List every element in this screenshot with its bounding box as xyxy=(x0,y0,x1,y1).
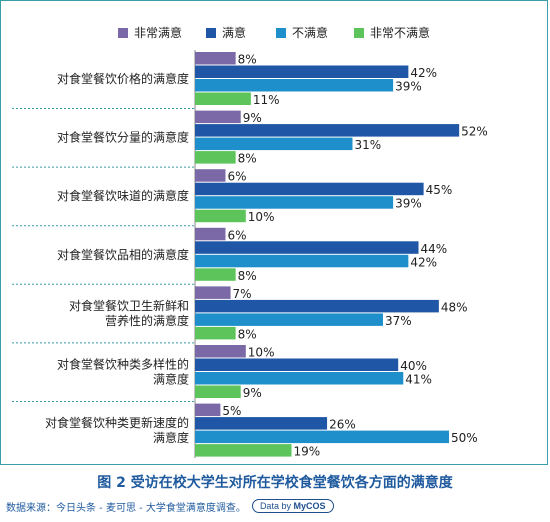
bar xyxy=(195,358,399,371)
category-label: 对食堂餐饮价格的满意度 xyxy=(57,71,189,86)
category-label: 对食堂餐饮品相的满意度 xyxy=(57,247,189,262)
bar xyxy=(195,372,404,385)
data-label: 6% xyxy=(227,228,246,242)
bar xyxy=(195,403,221,417)
bar xyxy=(195,92,251,105)
data-label: 44% xyxy=(421,242,448,256)
bar xyxy=(195,196,394,209)
data-label: 9% xyxy=(243,111,262,125)
brand-prefix: Data by xyxy=(259,501,291,511)
bar xyxy=(195,286,231,299)
category-label: 对食堂餐饮种类多样性的 xyxy=(57,357,189,372)
data-label: 10% xyxy=(248,210,275,224)
data-label: 8% xyxy=(238,269,257,283)
bar xyxy=(195,151,236,164)
legend-swatch xyxy=(118,28,128,38)
data-label: 45% xyxy=(426,183,453,197)
data-label: 42% xyxy=(410,66,437,80)
data-label: 39% xyxy=(395,197,422,211)
satisfaction-bar-chart: 非常满意 满意 不满意 非常不满意对食堂餐饮价格的满意度8%42%39%11%对食堂餐… xyxy=(12,25,488,459)
data-label: 19% xyxy=(294,445,321,459)
data-label: 8% xyxy=(238,152,257,166)
bar xyxy=(195,182,424,196)
bar xyxy=(195,227,226,241)
category-label: 对食堂餐饮种类更新速度的 xyxy=(45,415,189,430)
data-label: 52% xyxy=(461,125,488,139)
legend-label: 非常不满意 xyxy=(370,25,430,40)
category-label: 对食堂餐饮分量的满意度 xyxy=(57,130,189,145)
brand-name: MyCOS xyxy=(293,501,326,511)
data-label: 9% xyxy=(243,386,262,400)
bar xyxy=(195,299,439,313)
legend-swatch xyxy=(354,28,364,38)
category-label: 对食堂餐饮味道的满意度 xyxy=(57,188,189,203)
category-label: 满意度 xyxy=(153,372,189,387)
data-label: 26% xyxy=(329,418,356,432)
bar xyxy=(195,254,409,268)
source-text: 数据来源：今日头条 - 麦可思 - 大学食堂满意度调查。 xyxy=(6,502,246,514)
bar xyxy=(195,345,246,358)
data-label: 31% xyxy=(354,138,381,152)
data-label: 41% xyxy=(405,373,432,387)
legend-swatch xyxy=(276,28,286,38)
bar xyxy=(195,385,241,398)
brand-badge: Data by MyCOS xyxy=(251,499,334,513)
data-label: 42% xyxy=(410,255,437,269)
bar xyxy=(195,417,328,430)
bar xyxy=(195,79,394,92)
bar xyxy=(195,137,353,151)
bar xyxy=(195,241,419,254)
legend-label: 不满意 xyxy=(292,25,328,40)
bar xyxy=(195,52,236,65)
category-label: 对食堂餐饮卫生新鲜和 xyxy=(69,298,189,313)
bar xyxy=(195,209,246,223)
bar xyxy=(195,430,449,444)
source-note: 数据来源：今日头条 - 麦可思 - 大学食堂满意度调查。 Data by MyC… xyxy=(6,496,334,516)
bar xyxy=(195,326,236,340)
bar xyxy=(195,169,226,182)
data-label: 10% xyxy=(248,346,275,360)
bar xyxy=(195,110,241,124)
category-label: 营养性的满意度 xyxy=(105,313,189,328)
data-label: 7% xyxy=(233,287,252,301)
legend-label: 非常满意 xyxy=(134,25,182,40)
legend-swatch xyxy=(206,28,216,38)
data-label: 39% xyxy=(395,80,422,94)
data-label: 50% xyxy=(451,431,478,445)
category-label: 满意度 xyxy=(153,430,189,445)
legend-label: 满意 xyxy=(222,25,246,40)
bar xyxy=(195,313,383,326)
bar xyxy=(195,444,292,457)
data-label: 8% xyxy=(238,53,257,67)
data-label: 6% xyxy=(227,170,246,184)
data-label: 11% xyxy=(253,93,280,107)
bar xyxy=(195,268,236,281)
data-label: 37% xyxy=(385,314,412,328)
figure-caption: 图 2 受访在校大学生对所在学校食堂餐饮各方面的满意度 xyxy=(97,475,453,491)
data-label: 40% xyxy=(400,359,427,373)
data-label: 8% xyxy=(238,327,257,341)
data-label: 48% xyxy=(441,300,468,314)
data-label: 5% xyxy=(222,404,241,418)
bar xyxy=(195,124,460,137)
bar xyxy=(195,65,409,78)
